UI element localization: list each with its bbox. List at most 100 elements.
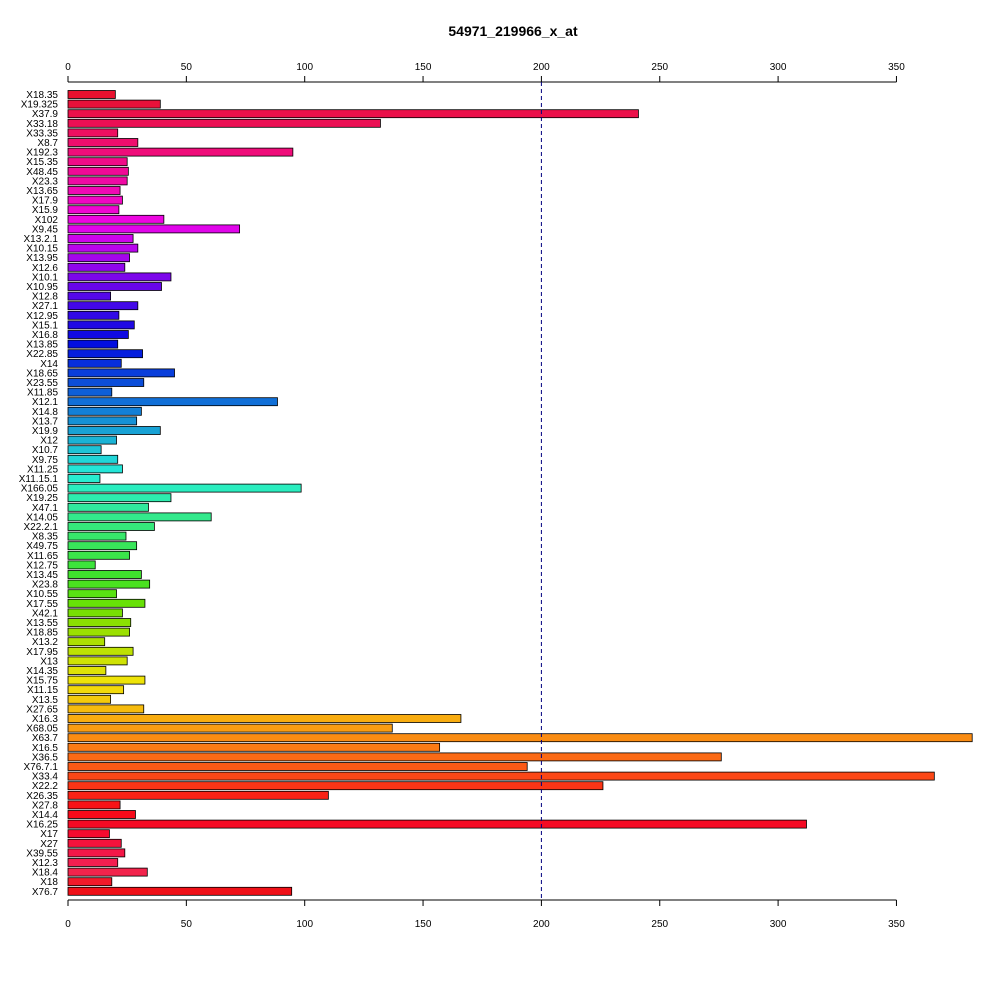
bar: [67, 493, 172, 503]
bar: [67, 656, 128, 666]
category-label: X18.65: [26, 368, 58, 379]
x-tick-label-top: 250: [651, 62, 668, 73]
category-label: X42.1: [32, 608, 59, 619]
x-tick-label-bottom: 200: [533, 919, 550, 930]
category-label: X26.35: [26, 791, 58, 802]
category-label: X13.7: [32, 416, 59, 427]
bar: [67, 752, 722, 762]
category-label: X18.35: [26, 90, 58, 101]
bar: [67, 349, 143, 359]
category-label: X63.7: [32, 733, 59, 744]
category-label: X10.7: [32, 445, 59, 456]
bar: [67, 253, 130, 263]
category-label: X102: [35, 215, 59, 226]
bar: [67, 685, 125, 695]
bar: [67, 704, 145, 714]
bar: [67, 646, 134, 656]
bar: [67, 579, 151, 589]
x-tick-label-top: 50: [181, 62, 193, 73]
x-axis-bottom: 0 50 100 150 200 250 300 350: [65, 899, 905, 930]
bar: [67, 435, 117, 445]
category-label: X192.3: [26, 148, 58, 159]
category-label: X23.55: [26, 378, 58, 389]
bar: [67, 666, 107, 675]
bar: [67, 224, 241, 234]
chart-title: 54971_219966_x_at: [448, 23, 578, 39]
category-label: X27: [40, 839, 58, 850]
bar: [67, 397, 278, 407]
category-label: X23.8: [32, 580, 59, 591]
category-label: X13.85: [26, 340, 58, 351]
x-tick-label-bottom: 50: [181, 919, 193, 930]
category-label: X33.35: [26, 128, 58, 139]
category-label: X22.2: [32, 781, 59, 792]
x-tick-label-top: 300: [770, 62, 787, 73]
bar: [67, 426, 161, 435]
bar: [67, 330, 129, 339]
bar: [67, 829, 110, 839]
bar: [67, 186, 121, 195]
category-label: X39.55: [26, 848, 58, 859]
category-label: X23.3: [32, 176, 59, 187]
bar: [67, 531, 127, 541]
bar: [67, 483, 302, 493]
category-label: X47.1: [32, 503, 59, 514]
category-label: X14.8: [32, 407, 59, 418]
bar: [67, 474, 101, 483]
bar: [67, 675, 146, 685]
category-label: X27.8: [32, 800, 59, 811]
x-tick-label-top: 100: [296, 62, 313, 73]
category-label: X14.35: [26, 666, 58, 677]
category-label: X16.5: [32, 743, 59, 754]
category-label: X33.4: [32, 772, 59, 783]
category-label: X11.15.1: [19, 474, 59, 485]
category-label: X12.8: [32, 292, 59, 303]
bar: [67, 810, 136, 819]
bar: [67, 368, 175, 378]
category-label: X13: [40, 656, 58, 667]
category-label: X13.5: [32, 695, 59, 706]
x-tick-label-top: 350: [888, 62, 905, 73]
category-label: X17.9: [32, 196, 59, 207]
bar: [67, 128, 119, 138]
category-label: X12.3: [32, 858, 59, 869]
category-label: X68.05: [26, 724, 58, 735]
category-label: X76.7.1: [24, 762, 59, 773]
category-label: X12.6: [32, 263, 59, 274]
category-label: X17.55: [26, 599, 58, 610]
bar: [67, 99, 161, 109]
bar: [67, 877, 113, 887]
bar: [67, 618, 132, 627]
bar: [67, 214, 165, 224]
category-label: X9.45: [32, 224, 59, 235]
bar: [67, 800, 121, 810]
bar: [67, 733, 973, 743]
category-label: X12.1: [32, 397, 59, 408]
bar: [67, 550, 130, 560]
bar: [67, 320, 135, 330]
bar: [67, 416, 138, 426]
category-label: X13.2: [32, 637, 59, 648]
category-label: X76.7: [32, 887, 59, 898]
bar: [67, 166, 129, 176]
bar: [67, 570, 142, 579]
x-axis-top: 0 50 100 150 200 250 300 350: [65, 62, 905, 83]
bar: [67, 838, 122, 848]
category-label: X17: [40, 829, 58, 840]
x-tick-label-bottom: 350: [888, 919, 905, 930]
bar: [67, 406, 142, 416]
category-label: X13.95: [26, 253, 58, 264]
bar: [67, 858, 119, 867]
x-tick-label-bottom: 150: [415, 919, 432, 930]
category-label: X33.18: [26, 119, 58, 130]
category-label: X8.35: [32, 532, 59, 543]
category-label: X48.45: [26, 167, 58, 178]
bar: [67, 378, 145, 387]
bar: [67, 262, 126, 272]
category-label: X15.1: [32, 320, 59, 331]
bar: [67, 454, 119, 464]
bar: [67, 90, 116, 99]
bar: [67, 282, 162, 291]
category-label: X13.55: [26, 618, 58, 629]
bar: [67, 694, 112, 704]
